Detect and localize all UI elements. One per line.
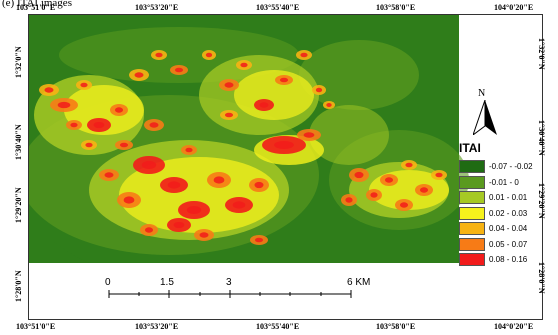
- scale-bar: [108, 290, 352, 298]
- legend-swatch: [459, 237, 485, 251]
- legend-label: 0.04 - 0.04: [489, 224, 528, 233]
- legend-swatch: [459, 160, 485, 173]
- legend-swatch: [459, 175, 485, 189]
- legend-label: 0.02 - 0.03: [489, 208, 528, 218]
- legend-label: 0.05 - 0.07: [489, 239, 528, 249]
- left-tick-label: 1°28'0"N: [14, 270, 23, 302]
- north-arrow-icon: [473, 100, 497, 135]
- map-frame: [28, 14, 543, 320]
- legend-title: ITAI: [459, 141, 481, 155]
- bottom-tick-label: 104°0'20"E: [494, 322, 534, 331]
- right-tick-label: 1°29'20"N: [537, 183, 546, 219]
- left-tick-label: 1°32'0"N: [14, 46, 23, 78]
- legend-label: -0.07 - -0.02: [489, 162, 533, 171]
- itai-map-image: [29, 15, 542, 319]
- legend-swatch: [459, 222, 485, 235]
- figure-caption: (e) ITAI images: [2, 0, 72, 9]
- scale-label-1.5: 1.5: [160, 277, 174, 288]
- north-label: N: [478, 88, 486, 99]
- right-tick-label: 1°28'0"N: [537, 262, 546, 294]
- legend-label: 0.01 - 0.01: [489, 193, 528, 202]
- legend-label: -0.01 - 0: [489, 177, 519, 187]
- top-tick-label: 103°58'0"E: [376, 3, 416, 12]
- left-tick-label: 1°30'40"N: [14, 124, 23, 160]
- scale-label-0: 0: [105, 277, 111, 288]
- legend-item: 0.05 - 0.07: [459, 237, 528, 251]
- legend-item: 0.02 - 0.03: [459, 206, 528, 220]
- legend-item: 0.01 - 0.01: [459, 191, 527, 204]
- legend-item: 0.04 - 0.04: [459, 222, 527, 235]
- bottom-tick-label: 103°55'40"E: [256, 322, 300, 331]
- scale-label-6km: 6 KM: [347, 277, 371, 288]
- legend-item: -0.07 - -0.02: [459, 160, 533, 173]
- legend-swatch: [459, 191, 485, 204]
- top-tick-label: 104°0'20"E: [494, 3, 534, 12]
- top-tick-label: 103°51'0"E: [16, 3, 56, 12]
- right-tick-label: 1°30'40"N: [537, 120, 546, 156]
- bottom-tick-label: 103°58'0"E: [376, 322, 416, 331]
- bottom-tick-label: 103°51'0"E: [16, 322, 56, 331]
- legend-swatch: [459, 253, 485, 266]
- legend-swatch: [459, 206, 485, 220]
- top-tick-label: 103°55'40"E: [256, 3, 300, 12]
- left-tick-label: 1°29'20"N: [14, 187, 23, 223]
- top-tick-label: 103°53'20"E: [135, 3, 179, 12]
- legend-label: 0.08 - 0.16: [489, 255, 528, 264]
- right-tick-label: 1°32'0"N: [537, 38, 546, 70]
- scale-label-3: 3: [226, 277, 232, 288]
- legend-item: 0.08 - 0.16: [459, 253, 527, 266]
- bottom-tick-label: 103°53'20"E: [135, 322, 179, 331]
- legend-item: -0.01 - 0: [459, 175, 519, 189]
